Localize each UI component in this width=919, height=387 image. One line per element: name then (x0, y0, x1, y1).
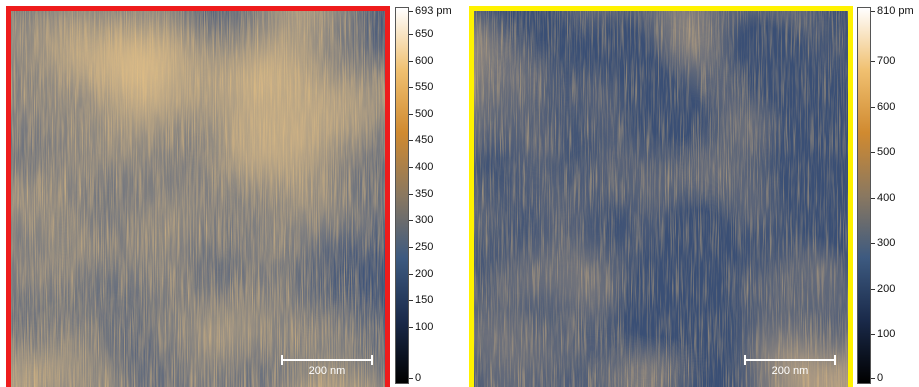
colorbar-tick-label-right: 100 (877, 328, 896, 341)
colorbar-tick-left (409, 378, 413, 379)
afm-image-right: 200 nm (469, 6, 853, 387)
colorbar-tick-left (409, 220, 413, 222)
colorbar-tick-right (871, 106, 875, 108)
scale-bar-right: 200 nm (744, 355, 836, 381)
colorbar-tick-label-left: 300 (415, 214, 434, 227)
scale-bar-label-left: 200 nm (308, 365, 346, 377)
colorbar-tick-label-left: 250 (415, 240, 434, 253)
colorbar-max-label-right: 810 pm (877, 5, 914, 17)
colorbar-tick-left (409, 167, 413, 168)
colorbar-tick-label-right: 200 (877, 282, 896, 295)
colorbar-right (857, 7, 871, 384)
colorbar-tick-label-left: 650 (415, 27, 434, 40)
colorbar-tick-left (409, 300, 413, 302)
colorbar-tick-left (409, 113, 413, 115)
colorbar-tick-right (871, 334, 875, 336)
scale-bar-label-right: 200 nm (771, 365, 809, 377)
afm-image-left: 200 nm (6, 6, 390, 387)
colorbar-tick-label-left: 500 (415, 107, 434, 120)
colorbar-tick-right (871, 243, 875, 245)
colorbar-tick-left-max (409, 11, 413, 12)
colorbar-tick-left (409, 140, 413, 142)
colorbar-left (395, 7, 409, 384)
colorbar-tick-right-max (871, 11, 875, 12)
colorbar-tick-label-right: 700 (877, 55, 896, 68)
colorbar-tick-label-left: 100 (415, 320, 434, 333)
colorbar-tick-right (871, 288, 875, 290)
colorbar-max-label-left: 693 pm (415, 5, 452, 17)
colorbar-tick-label-right: 400 (877, 191, 896, 204)
colorbar-tick-left (409, 87, 413, 89)
colorbar-ticks-left: 693 pm 650 600 550 500 450 400 350 300 250 200 150 1… (409, 5, 469, 384)
afm-topography-right (474, 11, 848, 387)
afm-topography-left (11, 11, 385, 387)
colorbar-tick-label-left: 600 (415, 54, 434, 67)
colorbar-tick-label-left: 350 (415, 187, 434, 200)
colorbar-tick-label-left: 150 (415, 294, 434, 307)
colorbar-tick-left (409, 33, 413, 35)
colorbar-tick-right (871, 61, 875, 63)
colorbar-tick-label-left: 550 (415, 81, 434, 94)
colorbar-tick-label-right: 300 (877, 237, 896, 250)
colorbar-tick-label-right: 600 (877, 100, 896, 113)
colorbar-tick-label-right: 500 (877, 146, 896, 159)
colorbar-tick-left (409, 273, 413, 275)
colorbar-tick-left (409, 193, 413, 195)
colorbar-tick-left (409, 246, 413, 248)
scale-bar-left: 200 nm (281, 355, 373, 381)
colorbar-tick-right (871, 197, 875, 199)
colorbar-tick-label-left: 400 (415, 161, 434, 173)
colorbar-ticks-right: 810 pm 700 600 500 400 300 200 100 0 (871, 5, 919, 384)
colorbar-tick-left (409, 326, 413, 328)
colorbar-tick-left (409, 60, 413, 62)
colorbar-tick-label-left: 450 (415, 134, 434, 147)
colorbar-tick-label-left: 0 (415, 372, 422, 384)
colorbar-tick-label-left: 200 (415, 267, 434, 280)
colorbar-tick-right (871, 152, 875, 154)
colorbar-tick-right (871, 378, 875, 379)
colorbar-tick-label-right: 0 (877, 372, 884, 384)
